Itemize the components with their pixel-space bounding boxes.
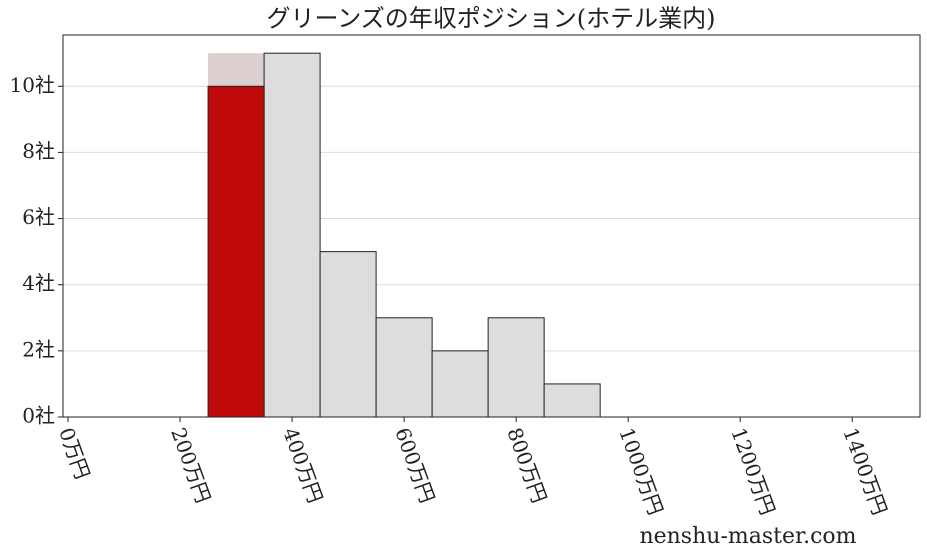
x-tick-label: 200万円 xyxy=(166,424,215,506)
y-tick-label: 8社 xyxy=(22,139,55,163)
bar xyxy=(263,52,321,418)
bar xyxy=(207,85,265,418)
bar xyxy=(543,383,601,418)
bar xyxy=(431,350,489,418)
y-tick-label: 6社 xyxy=(22,205,55,229)
y-tick-label: 0社 xyxy=(22,404,55,428)
x-tick-label: 600万円 xyxy=(390,424,439,506)
y-tick-label: 10社 xyxy=(10,73,55,97)
watermark: nenshu-master.com xyxy=(639,524,856,549)
y-tick-label: 4社 xyxy=(22,271,55,295)
plot-frame xyxy=(62,34,921,418)
bar xyxy=(487,317,545,418)
bar xyxy=(375,317,433,418)
y-tick-label: 2社 xyxy=(22,337,55,361)
x-tick-label: 800万円 xyxy=(502,424,551,506)
bar xyxy=(319,251,377,418)
x-tick-label: 1000万円 xyxy=(614,424,668,518)
x-tick-label: 1400万円 xyxy=(838,424,892,518)
chart-title: グリーンズの年収ポジション(ホテル業内) xyxy=(266,5,715,33)
x-tick-label: 0万円 xyxy=(54,424,95,482)
x-tick-label: 400万円 xyxy=(278,424,327,506)
x-tick-label: 1200万円 xyxy=(726,424,780,518)
